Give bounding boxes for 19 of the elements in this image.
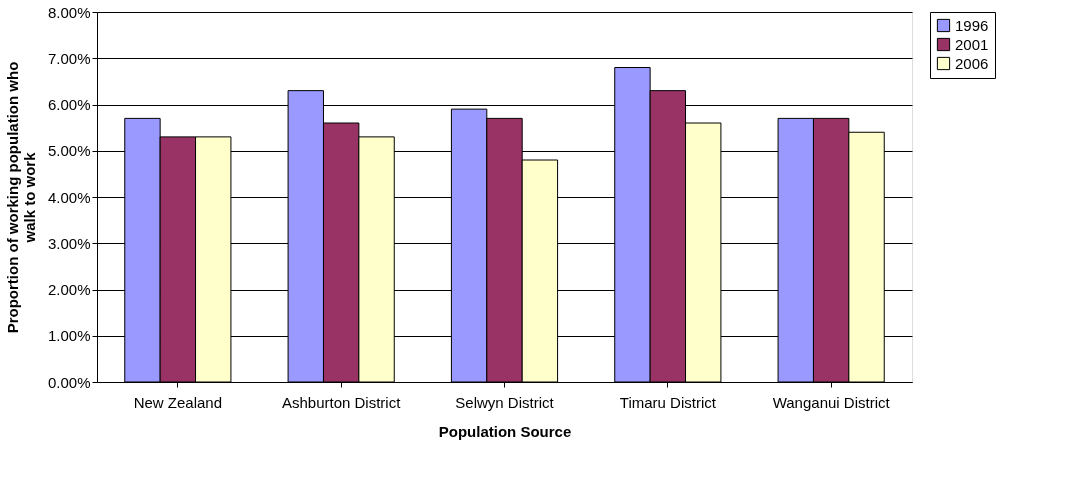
x-tick-label: New Zealand bbox=[133, 393, 223, 411]
y-tick-label: 5.00% bbox=[47, 142, 91, 160]
y-tick-label: 8.00% bbox=[47, 3, 91, 21]
legend-label: 2006 bbox=[955, 54, 989, 72]
y-tick-label: 3.00% bbox=[47, 234, 91, 252]
y-axis-title: Proportion of working population who walk to work bbox=[3, 61, 38, 334]
x-tick-label: Ashburton District bbox=[281, 393, 402, 411]
y-tick-label: 6.00% bbox=[47, 96, 91, 113]
x-tick-label: Wanganui District bbox=[772, 393, 891, 411]
legend-label: 1996 bbox=[955, 16, 989, 34]
x-axis-title: Population Source bbox=[438, 422, 572, 440]
y-tick-label: 1.00% bbox=[47, 327, 91, 345]
y-tick-label: 0.00% bbox=[47, 373, 91, 391]
legend-label: 2001 bbox=[955, 35, 989, 53]
y-tick-label: 7.00% bbox=[47, 49, 91, 67]
x-tick-label: Selwyn District bbox=[455, 393, 555, 411]
x-tick-label: Timaru District bbox=[619, 393, 717, 411]
y-tick-label: 4.00% bbox=[47, 188, 91, 206]
y-tick-label: 2.00% bbox=[47, 281, 91, 298]
